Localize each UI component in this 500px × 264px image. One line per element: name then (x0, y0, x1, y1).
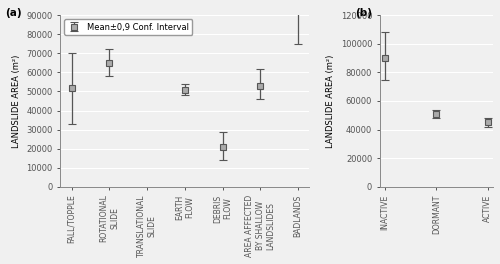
Text: (a): (a) (6, 8, 22, 18)
Y-axis label: LANDSLIDE AREA (m²): LANDSLIDE AREA (m²) (326, 54, 335, 148)
Legend: Mean±0,9 Conf. Interval: Mean±0,9 Conf. Interval (64, 19, 192, 35)
Text: (b): (b) (355, 8, 372, 18)
Y-axis label: LANDSLIDE AREA (m²): LANDSLIDE AREA (m²) (12, 54, 20, 148)
